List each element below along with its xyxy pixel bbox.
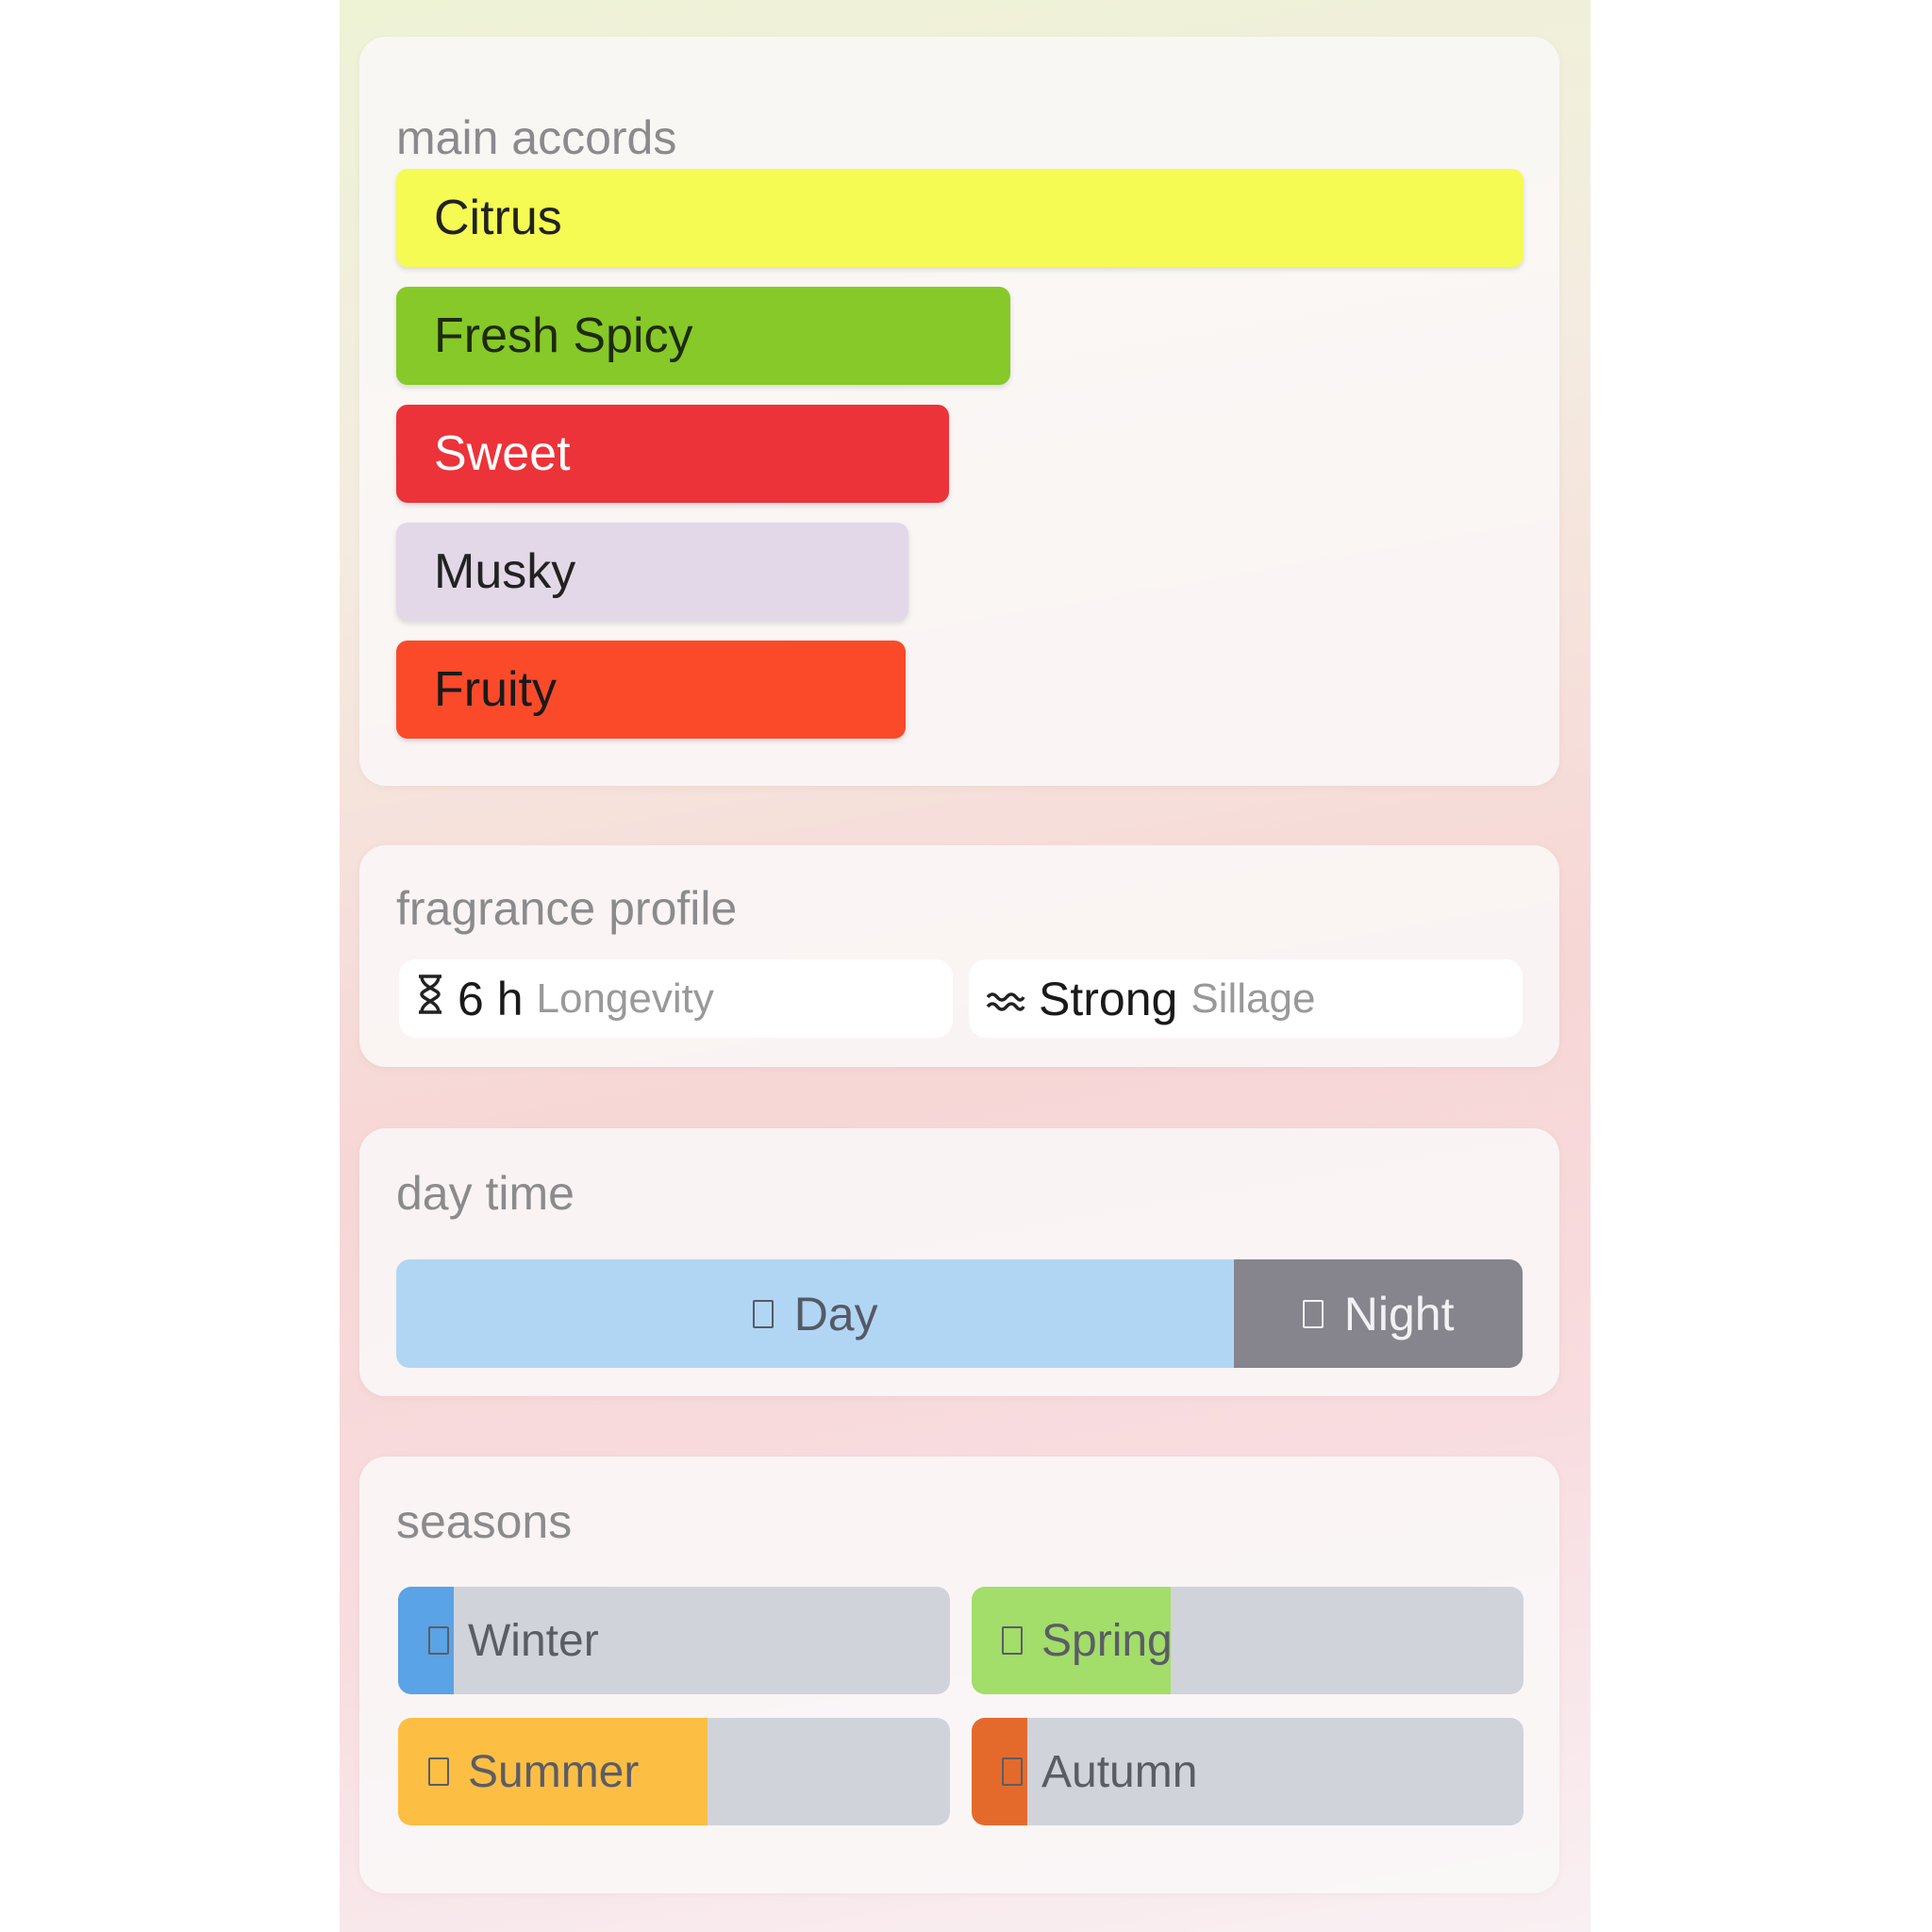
main-accords-title: main accords — [396, 111, 677, 164]
missing-glyph-icon — [752, 1299, 774, 1328]
night-label: Night — [1343, 1287, 1455, 1341]
missing-glyph-icon — [1002, 1626, 1023, 1655]
season-fill — [972, 1587, 1171, 1694]
longevity-pill: 6 h Longevity — [399, 959, 953, 1038]
day-segment: Day — [396, 1259, 1235, 1368]
accord-bar-citrus: Citrus — [396, 169, 1524, 267]
longevity-value: 6 h — [458, 972, 524, 1025]
sillage-pill: Strong Sillage — [969, 959, 1523, 1038]
accord-label: Fruity — [434, 662, 557, 717]
longevity-label: Longevity — [536, 974, 714, 1022]
seasons-card: seasons Winter Spring Summer Autumn — [359, 1457, 1559, 1893]
season-label: Autumn — [1041, 1746, 1198, 1797]
season-label: Winter — [468, 1615, 599, 1666]
content-column: main accords Citrus Fresh Spicy Sweet Musky… — [340, 0, 1591, 1932]
season-bar-summer: Summer — [398, 1718, 950, 1825]
night-segment: Night — [1234, 1259, 1523, 1368]
sillage-value: Strong — [1039, 972, 1178, 1025]
sillage-label: Sillage — [1191, 974, 1316, 1022]
accord-bar-musky: Musky — [396, 523, 908, 621]
season-fill — [972, 1718, 1027, 1825]
missing-glyph-icon — [428, 1757, 449, 1786]
fragrance-profile-title: fragrance profile — [396, 882, 738, 935]
accord-label: Musky — [434, 544, 576, 599]
day-label: Day — [793, 1287, 878, 1341]
missing-glyph-icon — [1302, 1299, 1324, 1328]
day-time-card: day time Day Night — [359, 1128, 1559, 1396]
missing-glyph-icon — [428, 1626, 449, 1655]
season-fill — [398, 1718, 708, 1825]
accord-bar-fruity: Fruity — [396, 641, 907, 739]
accord-label: Sweet — [434, 426, 571, 481]
hourglass-icon — [416, 972, 444, 1026]
day-time-title: day time — [396, 1167, 575, 1220]
season-label: Summer — [468, 1746, 640, 1797]
accord-label: Fresh Spicy — [434, 308, 693, 363]
missing-glyph-icon — [1002, 1757, 1023, 1786]
season-bar-autumn: Autumn — [972, 1718, 1524, 1825]
season-label: Spring — [1041, 1615, 1173, 1666]
waves-icon — [986, 972, 1025, 1026]
accord-label: Citrus — [434, 191, 562, 245]
fragrance-profile-card: fragrance profile 6 h Longevity Strong S… — [359, 845, 1559, 1067]
season-bar-winter: Winter — [398, 1587, 950, 1694]
season-fill — [398, 1587, 454, 1694]
seasons-title: seasons — [396, 1495, 573, 1548]
day-night-bar: Day Night — [396, 1259, 1523, 1368]
accord-bar-fresh-spicy: Fresh Spicy — [396, 287, 1011, 385]
accord-bar-sweet: Sweet — [396, 405, 949, 503]
main-accords-card: main accords Citrus Fresh Spicy Sweet Musky… — [359, 37, 1559, 786]
season-bar-spring: Spring — [972, 1587, 1524, 1694]
